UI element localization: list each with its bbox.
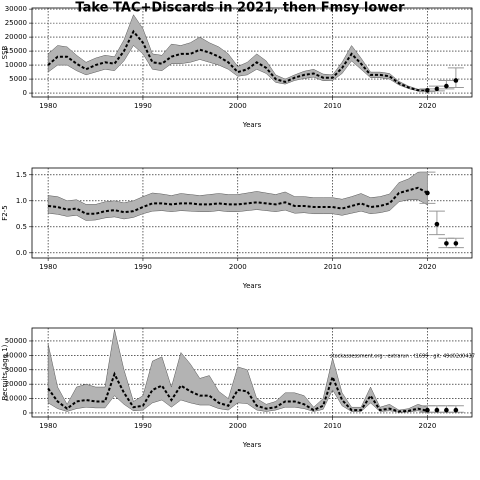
y-tick-label: 30000 <box>5 5 27 13</box>
estimate-line <box>48 186 428 215</box>
forecast-point <box>453 78 459 83</box>
y-tick-label: 10000 <box>5 61 27 69</box>
x-axis-label: Years <box>242 441 262 449</box>
x-tick-label: 2010 <box>324 102 342 110</box>
forecast-point <box>434 221 440 227</box>
x-tick-label: 1980 <box>39 422 57 430</box>
x-tick-label: 2000 <box>229 263 247 271</box>
x-axis-label: Years <box>242 121 262 129</box>
y-tick-label: 1.0 <box>16 197 27 205</box>
y-tick-label: 20000 <box>5 33 27 41</box>
forecast-point <box>425 407 430 413</box>
y-tick-label: 50000 <box>5 337 27 345</box>
y-tick-label: 0.0 <box>16 249 27 257</box>
forecast-point <box>444 83 449 89</box>
x-tick-label: 1990 <box>134 102 152 110</box>
x-tick-label: 1980 <box>39 263 57 271</box>
forecast-point <box>453 407 459 413</box>
forecast-point <box>434 86 440 92</box>
y-tick-label: 30000 <box>5 366 27 374</box>
annotation: stockassessment.org : extrarun : t1699 :… <box>330 354 475 360</box>
x-tick-label: 2020 <box>419 263 437 271</box>
y-axis-label: SSB <box>1 45 9 59</box>
forecast-point <box>444 241 449 246</box>
x-tick-label: 1990 <box>134 422 152 430</box>
estimate-line <box>47 29 428 93</box>
x-tick-label: 2000 <box>229 422 247 430</box>
y-tick-label: 0 <box>23 409 27 417</box>
plot-frame <box>31 327 473 418</box>
y-tick-label: 0.5 <box>16 223 27 231</box>
estimate-line <box>47 371 428 413</box>
plot-frame <box>31 7 473 98</box>
forecast-point <box>444 407 449 413</box>
y-axis-label: F2-5 <box>1 205 9 220</box>
x-tick-label: 2000 <box>229 102 247 110</box>
y-tick-label: 0 <box>23 89 27 97</box>
x-tick-label: 1990 <box>134 263 152 271</box>
y-tick-label: 40000 <box>5 351 27 359</box>
y-tick-label: 20000 <box>5 380 27 388</box>
forecast-point <box>434 407 440 413</box>
x-tick-label: 2010 <box>324 422 342 430</box>
y-tick-label: 25000 <box>5 19 27 27</box>
y-tick-label: 1.5 <box>16 171 27 179</box>
x-tick-label: 1980 <box>39 102 57 110</box>
confidence-band <box>47 171 428 221</box>
plot-frame <box>31 167 473 259</box>
x-axis-label: Years <box>242 282 262 290</box>
forecast-point <box>453 241 459 246</box>
x-tick-label: 2020 <box>419 102 437 110</box>
y-tick-label: 10000 <box>5 395 27 403</box>
forecast-point <box>425 190 430 196</box>
x-tick-label: 2010 <box>324 263 342 271</box>
y-axis-label: Recruits (age 1) <box>1 344 9 400</box>
y-tick-label: 5000 <box>9 75 27 83</box>
y-tick-label: 15000 <box>5 47 27 55</box>
forecast-point <box>425 87 430 93</box>
x-tick-label: 2020 <box>419 422 437 430</box>
